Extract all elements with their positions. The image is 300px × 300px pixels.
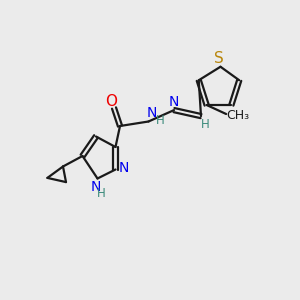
Text: S: S — [214, 51, 224, 66]
Text: N: N — [169, 95, 179, 109]
Text: N: N — [119, 161, 129, 175]
Text: H: H — [155, 113, 164, 127]
Text: N: N — [91, 180, 101, 194]
Text: H: H — [97, 187, 106, 200]
Text: O: O — [105, 94, 117, 109]
Text: N: N — [146, 106, 157, 120]
Text: H: H — [201, 118, 210, 131]
Text: CH₃: CH₃ — [226, 109, 250, 122]
